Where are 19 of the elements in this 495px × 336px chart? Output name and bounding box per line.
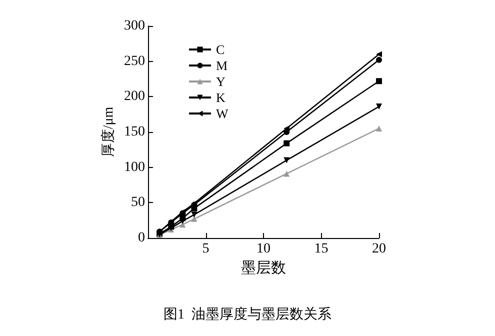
legend-label: M xyxy=(216,58,228,73)
legend-label: C xyxy=(216,42,225,57)
legend-label: K xyxy=(216,90,226,105)
caption: 图1 油墨厚度与墨层数关系 xyxy=(164,306,332,322)
legend-label: W xyxy=(216,106,229,121)
x-axis-title: 墨层数 xyxy=(241,260,286,276)
x-tick-label: 15 xyxy=(314,242,328,256)
x-tick-label: 10 xyxy=(256,242,270,256)
y-tick-label: 50 xyxy=(131,195,145,210)
y-tick-label: 100 xyxy=(124,160,145,175)
y-tick-label: 0 xyxy=(138,230,145,246)
y-tick-label: 250 xyxy=(124,54,145,69)
y-tick-label: 300 xyxy=(124,18,145,34)
y-tick-label: 150 xyxy=(124,124,145,140)
legend-label: Y xyxy=(216,74,226,89)
x-tick-label: 20 xyxy=(372,242,386,256)
y-tick-label: 200 xyxy=(124,89,145,104)
x-tick-label: 5 xyxy=(202,242,210,256)
y-axis-title: 厚度/μm xyxy=(100,106,116,158)
